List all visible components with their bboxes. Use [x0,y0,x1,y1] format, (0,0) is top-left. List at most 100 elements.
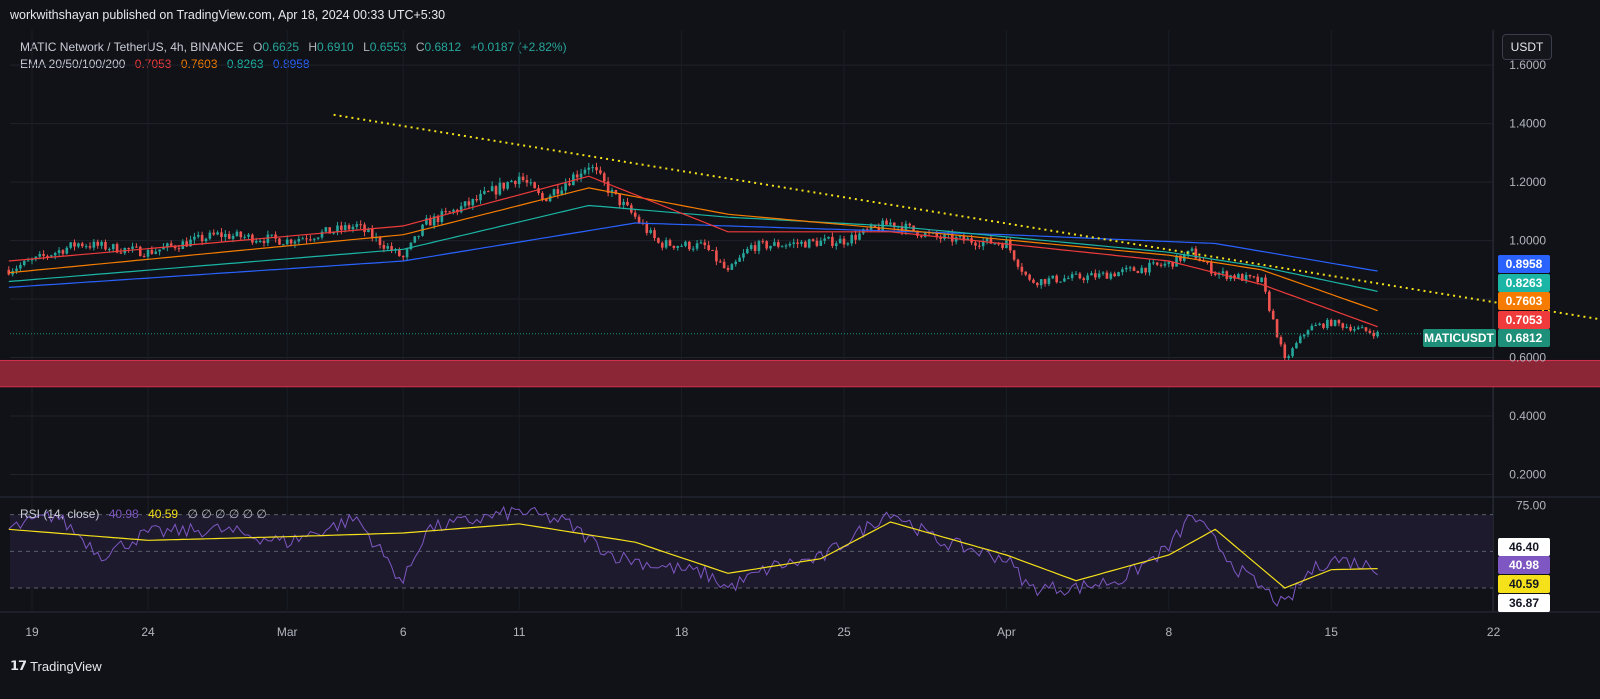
candle-body [293,241,297,244]
candle-body [1279,337,1283,345]
rsi-tag-bg [1498,594,1550,612]
ema50-value: 0.7603 [180,57,218,71]
candle-body [1372,332,1376,337]
candle-body [243,236,246,238]
candle-body [1148,262,1151,273]
price-tag-value: 0.6812 [1506,331,1543,345]
candle-body [108,249,111,251]
price-tag-value: 0.8263 [1506,276,1543,290]
candle-body [96,241,100,246]
candle-body [978,245,981,247]
candle-body [1028,274,1031,280]
price-tag-bg [1498,329,1550,347]
candle-body [254,241,258,243]
candle-body [575,174,579,178]
price-tick-label: 1.2000 [1509,175,1546,189]
candle-body [660,242,664,248]
candle-body [757,241,761,251]
candle-body [958,235,962,238]
candle-body [769,245,772,249]
candle-body [1113,273,1116,277]
candle-body [595,167,598,171]
candle-body [1105,272,1109,279]
candle-body [827,236,830,239]
candle-body [1275,319,1279,338]
trendline-segment[interactable] [333,113,1600,328]
candle-body [1345,326,1348,328]
trendline[interactable] [333,113,1600,328]
candle-body [746,249,749,254]
price-tag: 0.7053 [1498,311,1550,329]
candle-body [807,239,811,248]
brand[interactable]: 𝟭𝟳 TradingView [10,658,102,674]
support-zone-rect[interactable] [0,359,1600,388]
candle-body [1024,271,1028,275]
candle-body [42,254,45,256]
candle-body [761,241,765,243]
rsi-tag: 40.98 [1498,556,1550,574]
candle-body [289,239,293,244]
rsi-band-fill [10,514,1493,588]
candle-body [390,246,393,251]
candle-body [224,233,227,238]
candle-body [1356,327,1360,330]
candle-body [301,238,304,240]
candle-body [498,182,502,195]
candle-body [865,229,869,231]
candle-body [1039,279,1043,286]
ema20-line [8,175,1378,328]
change-value: +0.0187 (+2.82%) [470,40,567,54]
candle-body [15,268,18,272]
symbol-title[interactable]: MATIC Network / TetherUS, 4h, BINANCE [20,40,244,54]
candle-body [749,245,753,250]
currency-button[interactable]: USDT [1502,34,1552,60]
candle-body [556,189,560,194]
candle-body [119,252,123,254]
candle-body [340,225,343,230]
candle-body [1244,274,1248,281]
candle-body [486,191,490,193]
rsi-label[interactable]: RSI (14, close) [20,507,100,521]
ema-label[interactable]: EMA 20/50/100/200 [20,57,126,71]
price-tick-label: 1.0000 [1509,234,1546,248]
price-axis[interactable]: 1.6000 1.4000 1.2000 1.0000 0.6000 0.4000 0.20… [1509,58,1546,512]
candle-body [22,260,26,266]
candle-body [324,227,328,232]
candle-body [1059,281,1062,283]
candle-body [135,246,138,248]
candle-body [985,237,989,242]
rsi-pane [8,505,1493,607]
candle-body [1210,262,1213,274]
candle-body [150,249,154,254]
rsi-tag-value: 40.59 [1509,577,1539,591]
time-tick-label: 19 [25,625,39,639]
candle-body [1121,269,1124,273]
candle-body [405,249,409,258]
candle-body [57,250,61,253]
time-axis[interactable]: 1924Mar6111825Apr81522May6 [25,625,1600,639]
candle-body [842,238,846,245]
candle-body [892,222,896,228]
candle-body [196,234,200,237]
rsi-legend: RSI (14, close) 40.98 40.59 ∅ ∅ ∅ ∅ ∅ ∅ [20,507,267,521]
candle-body [436,216,440,223]
candle-body [1128,267,1132,269]
candle-body [1043,279,1047,284]
rsi-tag: 36.87 [1498,594,1550,612]
candle-body [69,242,72,248]
candle-body [1360,327,1364,329]
candle-body [765,241,768,249]
brand-name: TradingView [30,658,102,674]
candle-body [386,246,390,249]
candle-body [1124,267,1128,270]
candle-body [1310,325,1314,331]
candle-body [568,183,571,186]
candle-body [425,218,428,225]
candle-body [1144,267,1147,273]
candle-body [34,256,38,260]
candle-body [939,237,942,239]
candle-body [270,234,274,236]
candle-body [989,237,993,244]
candle-body [351,226,355,230]
